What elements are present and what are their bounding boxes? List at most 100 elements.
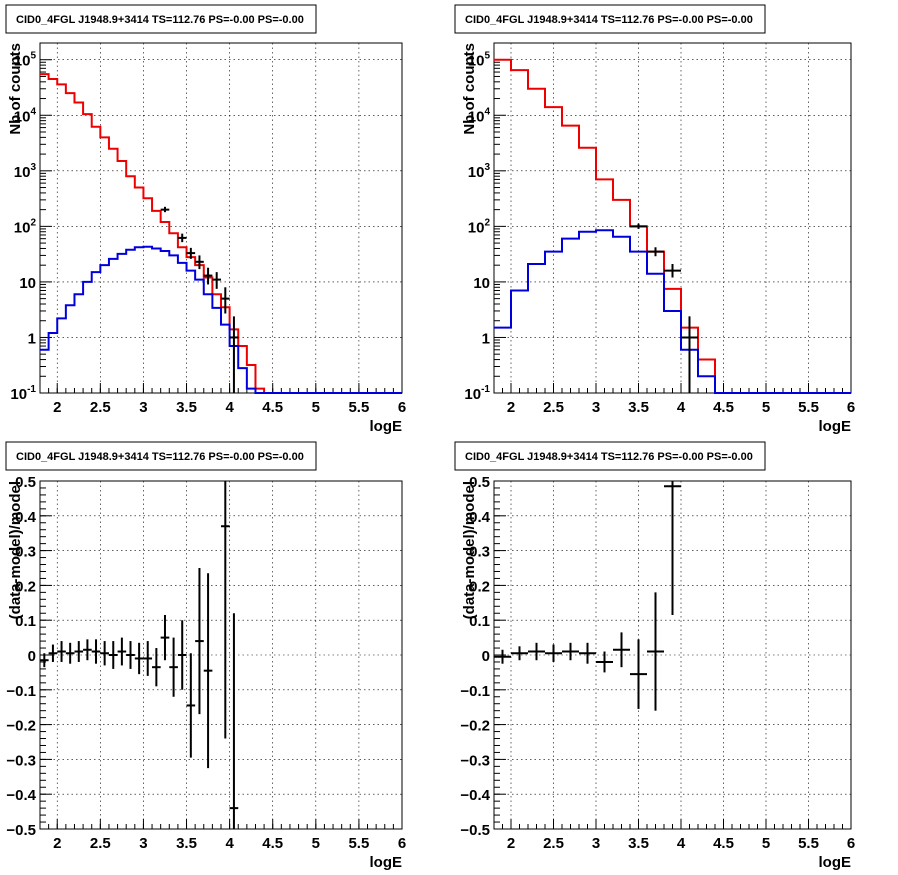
y-tick-label: −0.3 — [6, 752, 36, 769]
top-right-counts-panel: CID0_4FGL J1948.9+3414 TS=112.76 PS=-0.0… — [454, 4, 855, 435]
y-tick-exponent: 5 — [30, 51, 36, 62]
x-tick-label: 4 — [225, 399, 234, 416]
x-tick-label: 3.5 — [176, 835, 197, 852]
y-tick-base: 10 — [10, 386, 27, 403]
x-tick-label: 6 — [847, 835, 855, 852]
y-tick-label: −0.5 — [460, 822, 490, 839]
x-tick-label: 2.5 — [90, 835, 111, 852]
y-tick-exponent: 2 — [484, 217, 490, 228]
bottom-right-title-box — [454, 441, 766, 471]
x-tick-label: 5 — [762, 399, 770, 416]
plot-frame — [39, 42, 403, 394]
y-tick-label: 0.1 — [469, 613, 490, 630]
x-tick-label: 4 — [225, 835, 234, 852]
x-axis-title: logE — [370, 418, 403, 435]
y-tick-exponent: 5 — [484, 51, 490, 62]
y-tick-label: 104 — [14, 106, 37, 125]
y-axis-title: Nb of counts — [461, 43, 478, 135]
y-tick-base: 10 — [468, 219, 485, 236]
y-tick-label: −0.3 — [460, 752, 490, 769]
y-tick-base: 10 — [14, 219, 31, 236]
y-tick-base: 10 — [14, 164, 31, 181]
x-tick-label: 3.5 — [628, 399, 649, 416]
y-tick-label: 103 — [468, 162, 491, 181]
y-tick-label: 0.1 — [15, 613, 36, 630]
x-tick-label: 3.5 — [176, 399, 197, 416]
x-tick-label: 6 — [847, 399, 855, 416]
y-tick-label: 103 — [14, 162, 37, 181]
top-left-counts-panel: CID0_4FGL J1948.9+3414 TS=112.76 PS=-0.0… — [5, 4, 406, 435]
x-tick-label: 2.5 — [543, 835, 564, 852]
x-tick-label: 5 — [312, 399, 320, 416]
y-tick-label: −0.5 — [6, 822, 36, 839]
y-axis-title: Nb of counts — [7, 43, 24, 135]
y-tick-label: −0.4 — [6, 787, 36, 804]
x-tick-label: 5 — [762, 835, 770, 852]
y-tick-label: −0.1 — [6, 683, 36, 700]
y-tick-label: 0.3 — [15, 544, 36, 561]
x-tick-label: 6 — [398, 399, 406, 416]
x-tick-label: 2 — [53, 399, 61, 416]
y-tick-label: 0.3 — [469, 544, 490, 561]
y-tick-label: 0.5 — [469, 474, 490, 491]
x-tick-label: 5.5 — [348, 399, 369, 416]
y-tick-label: 105 — [14, 51, 37, 70]
y-tick-label: 102 — [14, 217, 37, 236]
y-tick-base: 10 — [468, 53, 485, 70]
y-tick-label: 0 — [482, 648, 490, 665]
x-tick-label: 3 — [139, 399, 147, 416]
y-tick-label: 10-1 — [464, 384, 490, 403]
y-tick-exponent: 4 — [484, 106, 490, 117]
x-tick-label: 3 — [139, 835, 147, 852]
y-tick-label: −0.1 — [460, 683, 490, 700]
top-left-title: CID0_4FGL J1948.9+3414 TS=112.76 PS=-0.0… — [16, 14, 304, 26]
bottom-left-title-box — [5, 441, 317, 471]
x-tick-label: 6 — [398, 835, 406, 852]
x-tick-label: 4 — [677, 835, 686, 852]
x-tick-label: 3 — [592, 835, 600, 852]
x-tick-label: 4.5 — [262, 399, 283, 416]
source-model-histogram — [40, 245, 402, 394]
y-tick-base: 10 — [464, 386, 481, 403]
x-tick-label: 5.5 — [348, 835, 369, 852]
x-tick-label: 2 — [53, 835, 61, 852]
x-axis-title: logE — [819, 854, 852, 871]
y-tick-base: 10 — [468, 164, 485, 181]
y-tick-base: 10 — [14, 108, 31, 125]
y-tick-label: 105 — [468, 51, 491, 70]
y-tick-exponent: 3 — [484, 162, 490, 173]
y-tick-label: 0.4 — [469, 509, 491, 526]
top-left-title-box — [5, 4, 317, 34]
source-model-histogram — [494, 229, 851, 394]
x-tick-label: 3.5 — [628, 835, 649, 852]
y-tick-label: 104 — [468, 106, 491, 125]
x-tick-label: 4.5 — [713, 399, 734, 416]
y-tick-label: 1 — [482, 330, 490, 347]
top-right-title-box — [454, 4, 766, 34]
y-axis-title: (data-model)/model — [461, 481, 478, 619]
x-tick-label: 2.5 — [543, 399, 564, 416]
y-axis-title: (data-model)/model — [7, 481, 24, 619]
bottom-right-residual-panel: CID0_4FGL J1948.9+3414 TS=112.76 PS=-0.0… — [454, 441, 855, 871]
y-tick-exponent: 3 — [30, 162, 36, 173]
y-tick-label: −0.2 — [460, 718, 490, 735]
x-tick-label: 4.5 — [713, 835, 734, 852]
x-tick-label: 5 — [312, 835, 320, 852]
y-tick-label: 10 — [19, 275, 36, 292]
y-tick-label: 0.2 — [15, 578, 36, 595]
y-tick-exponent: 2 — [30, 217, 36, 228]
bottom-left-title: CID0_4FGL J1948.9+3414 TS=112.76 PS=-0.0… — [16, 451, 304, 463]
y-tick-label: 0.4 — [15, 509, 37, 526]
y-tick-label: 102 — [468, 217, 491, 236]
total-model-histogram — [40, 73, 402, 394]
x-tick-label: 2 — [507, 399, 515, 416]
y-tick-label: 10 — [473, 275, 490, 292]
y-tick-label: −0.4 — [460, 787, 490, 804]
y-tick-label: 0.5 — [15, 474, 36, 491]
y-tick-label: 1 — [28, 330, 36, 347]
x-tick-label: 5.5 — [798, 835, 819, 852]
x-axis-title: logE — [819, 418, 852, 435]
bottom-right-title: CID0_4FGL J1948.9+3414 TS=112.76 PS=-0.0… — [465, 451, 753, 463]
x-tick-label: 4 — [677, 399, 686, 416]
